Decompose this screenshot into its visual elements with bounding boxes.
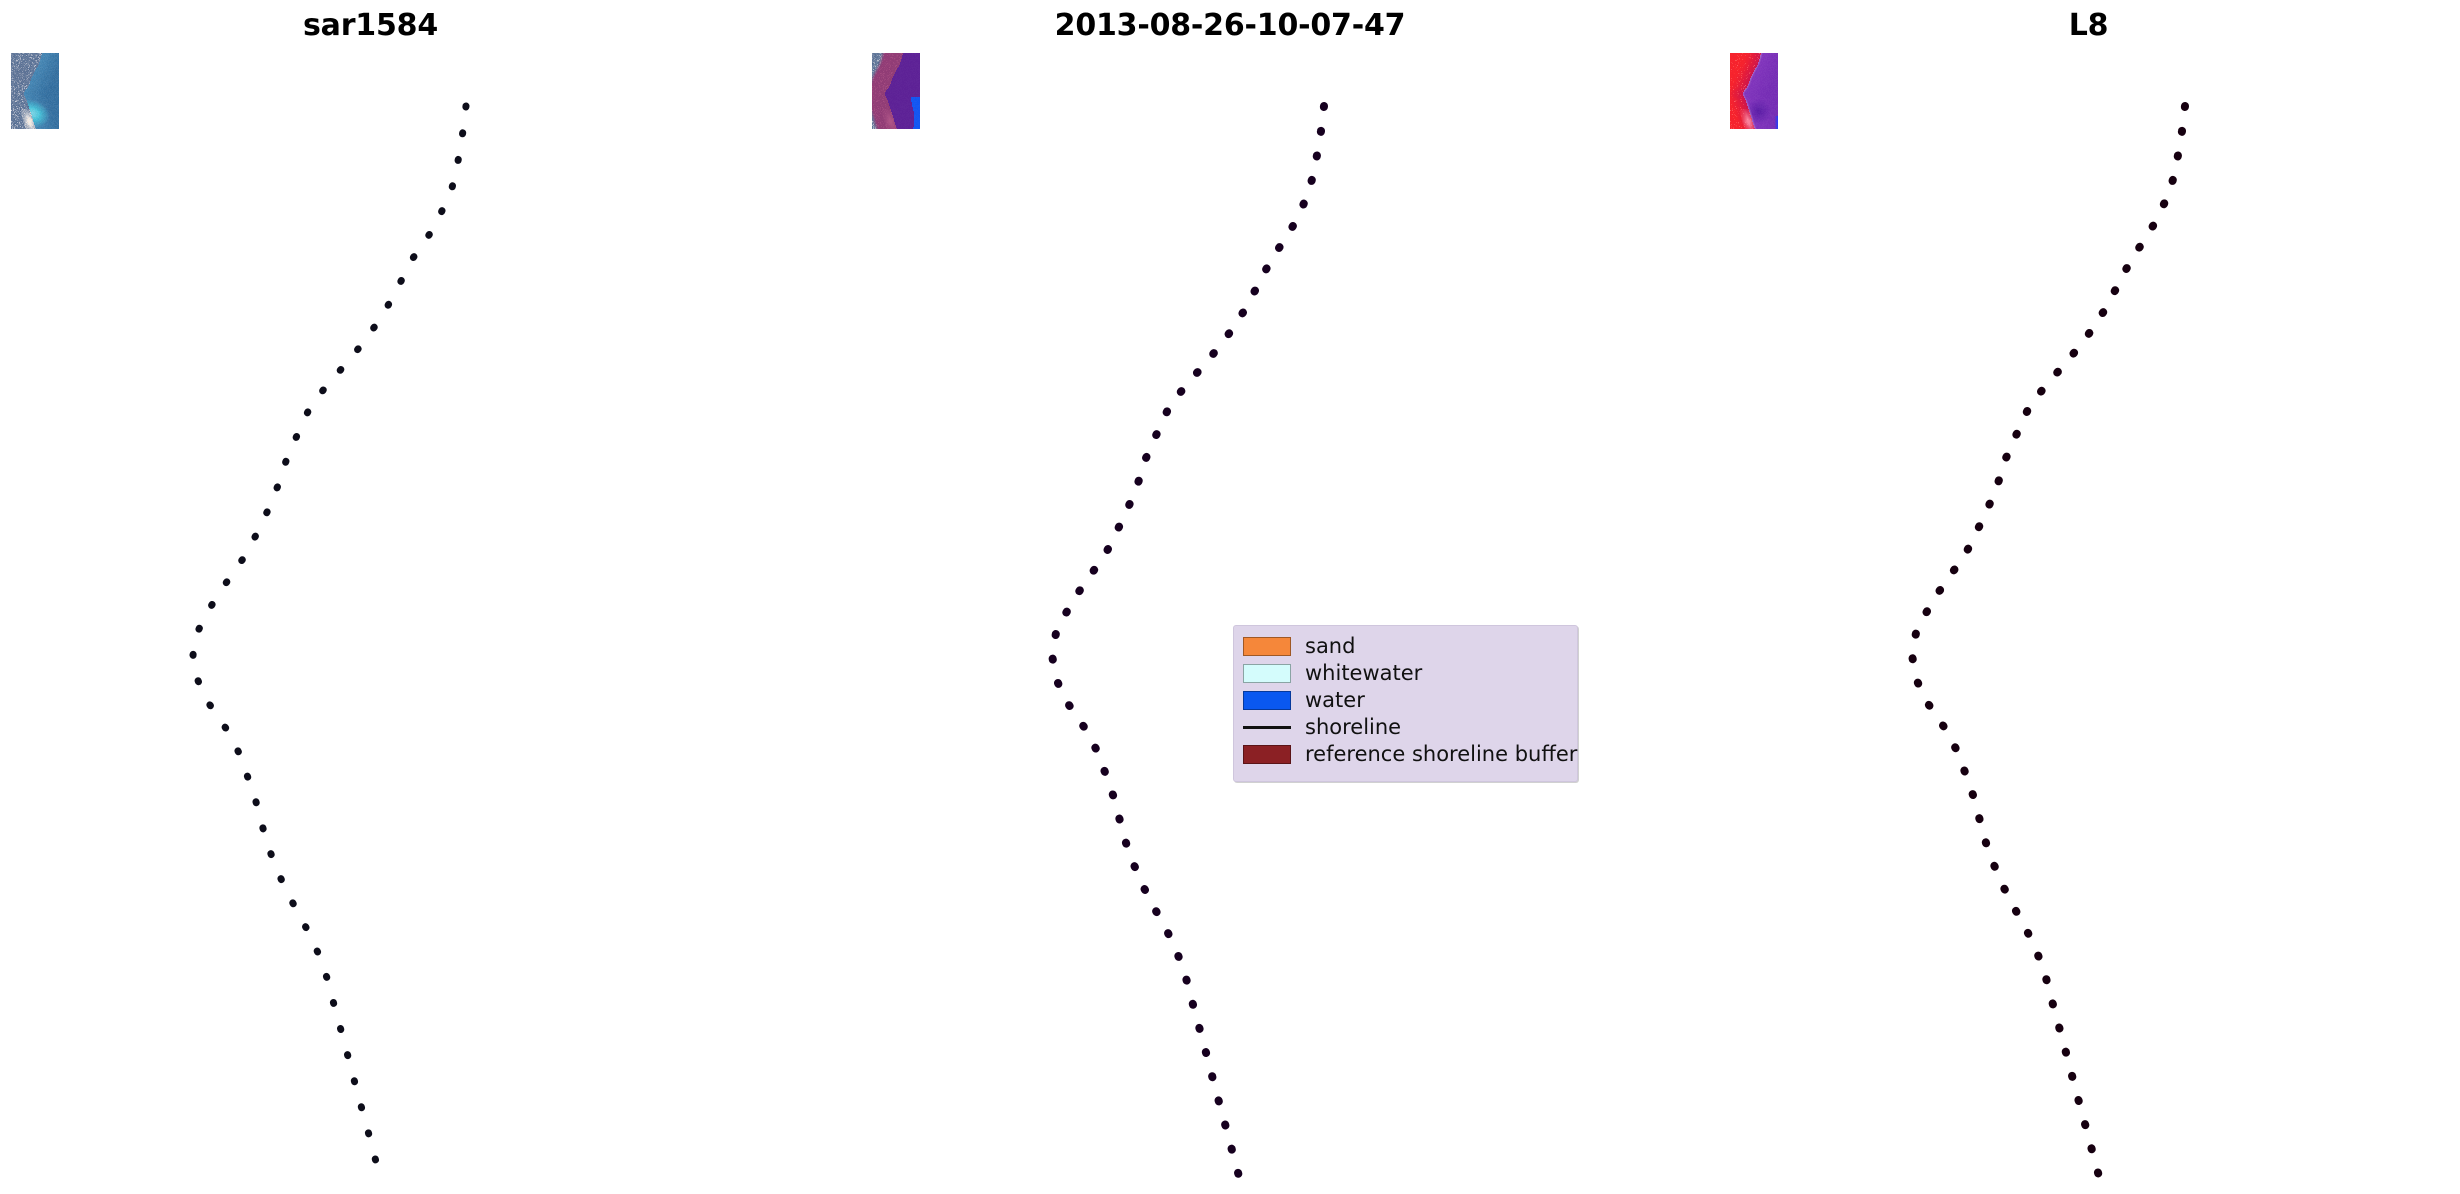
whitewater-swatch-icon [1243,664,1291,683]
shoreline-overlay-l8 [1730,53,2447,1180]
sar-pixel-raster [11,53,59,129]
shoreline-overlay-sar [11,53,730,1180]
shoreline-line-icon [1243,726,1291,729]
panel-sar1584 [11,53,730,1180]
classified-raster [872,53,1588,1180]
legend-item-water: water [1243,687,1567,714]
legend-label-whitewater: whitewater [1305,661,1423,685]
legend-label-water: water [1305,688,1365,712]
panel-title-sar: sar1584 [303,8,438,43]
legend-label-sand: sand [1305,634,1356,658]
sar-raster [11,53,730,1180]
l8-raster [1730,53,2447,1180]
legend-label-reference-buffer: reference shoreline buffer [1305,742,1578,766]
panel-l8 [1730,53,2447,1180]
l8-pixel-raster [1730,53,1778,129]
water-swatch-icon [1243,691,1291,710]
legend-box: sand whitewater water shoreline referenc… [1233,625,1578,782]
panel-classified [872,53,1588,1180]
panel-title-classified: 2013-08-26-10-07-47 [1054,8,1406,43]
legend-item-reference-buffer: reference shoreline buffer [1243,741,1577,768]
shoreline-overlay-classified [872,53,1588,1180]
reference-buffer-swatch-icon [1243,745,1291,764]
panel-title-l8: L8 [2068,8,2109,43]
classified-pixel-raster [872,53,920,129]
legend-item-sand: sand [1243,633,1567,660]
sand-swatch-icon [1243,637,1291,656]
legend-item-shoreline: shoreline [1243,714,1567,741]
legend-item-whitewater: whitewater [1243,660,1567,687]
legend-label-shoreline: shoreline [1305,715,1402,739]
